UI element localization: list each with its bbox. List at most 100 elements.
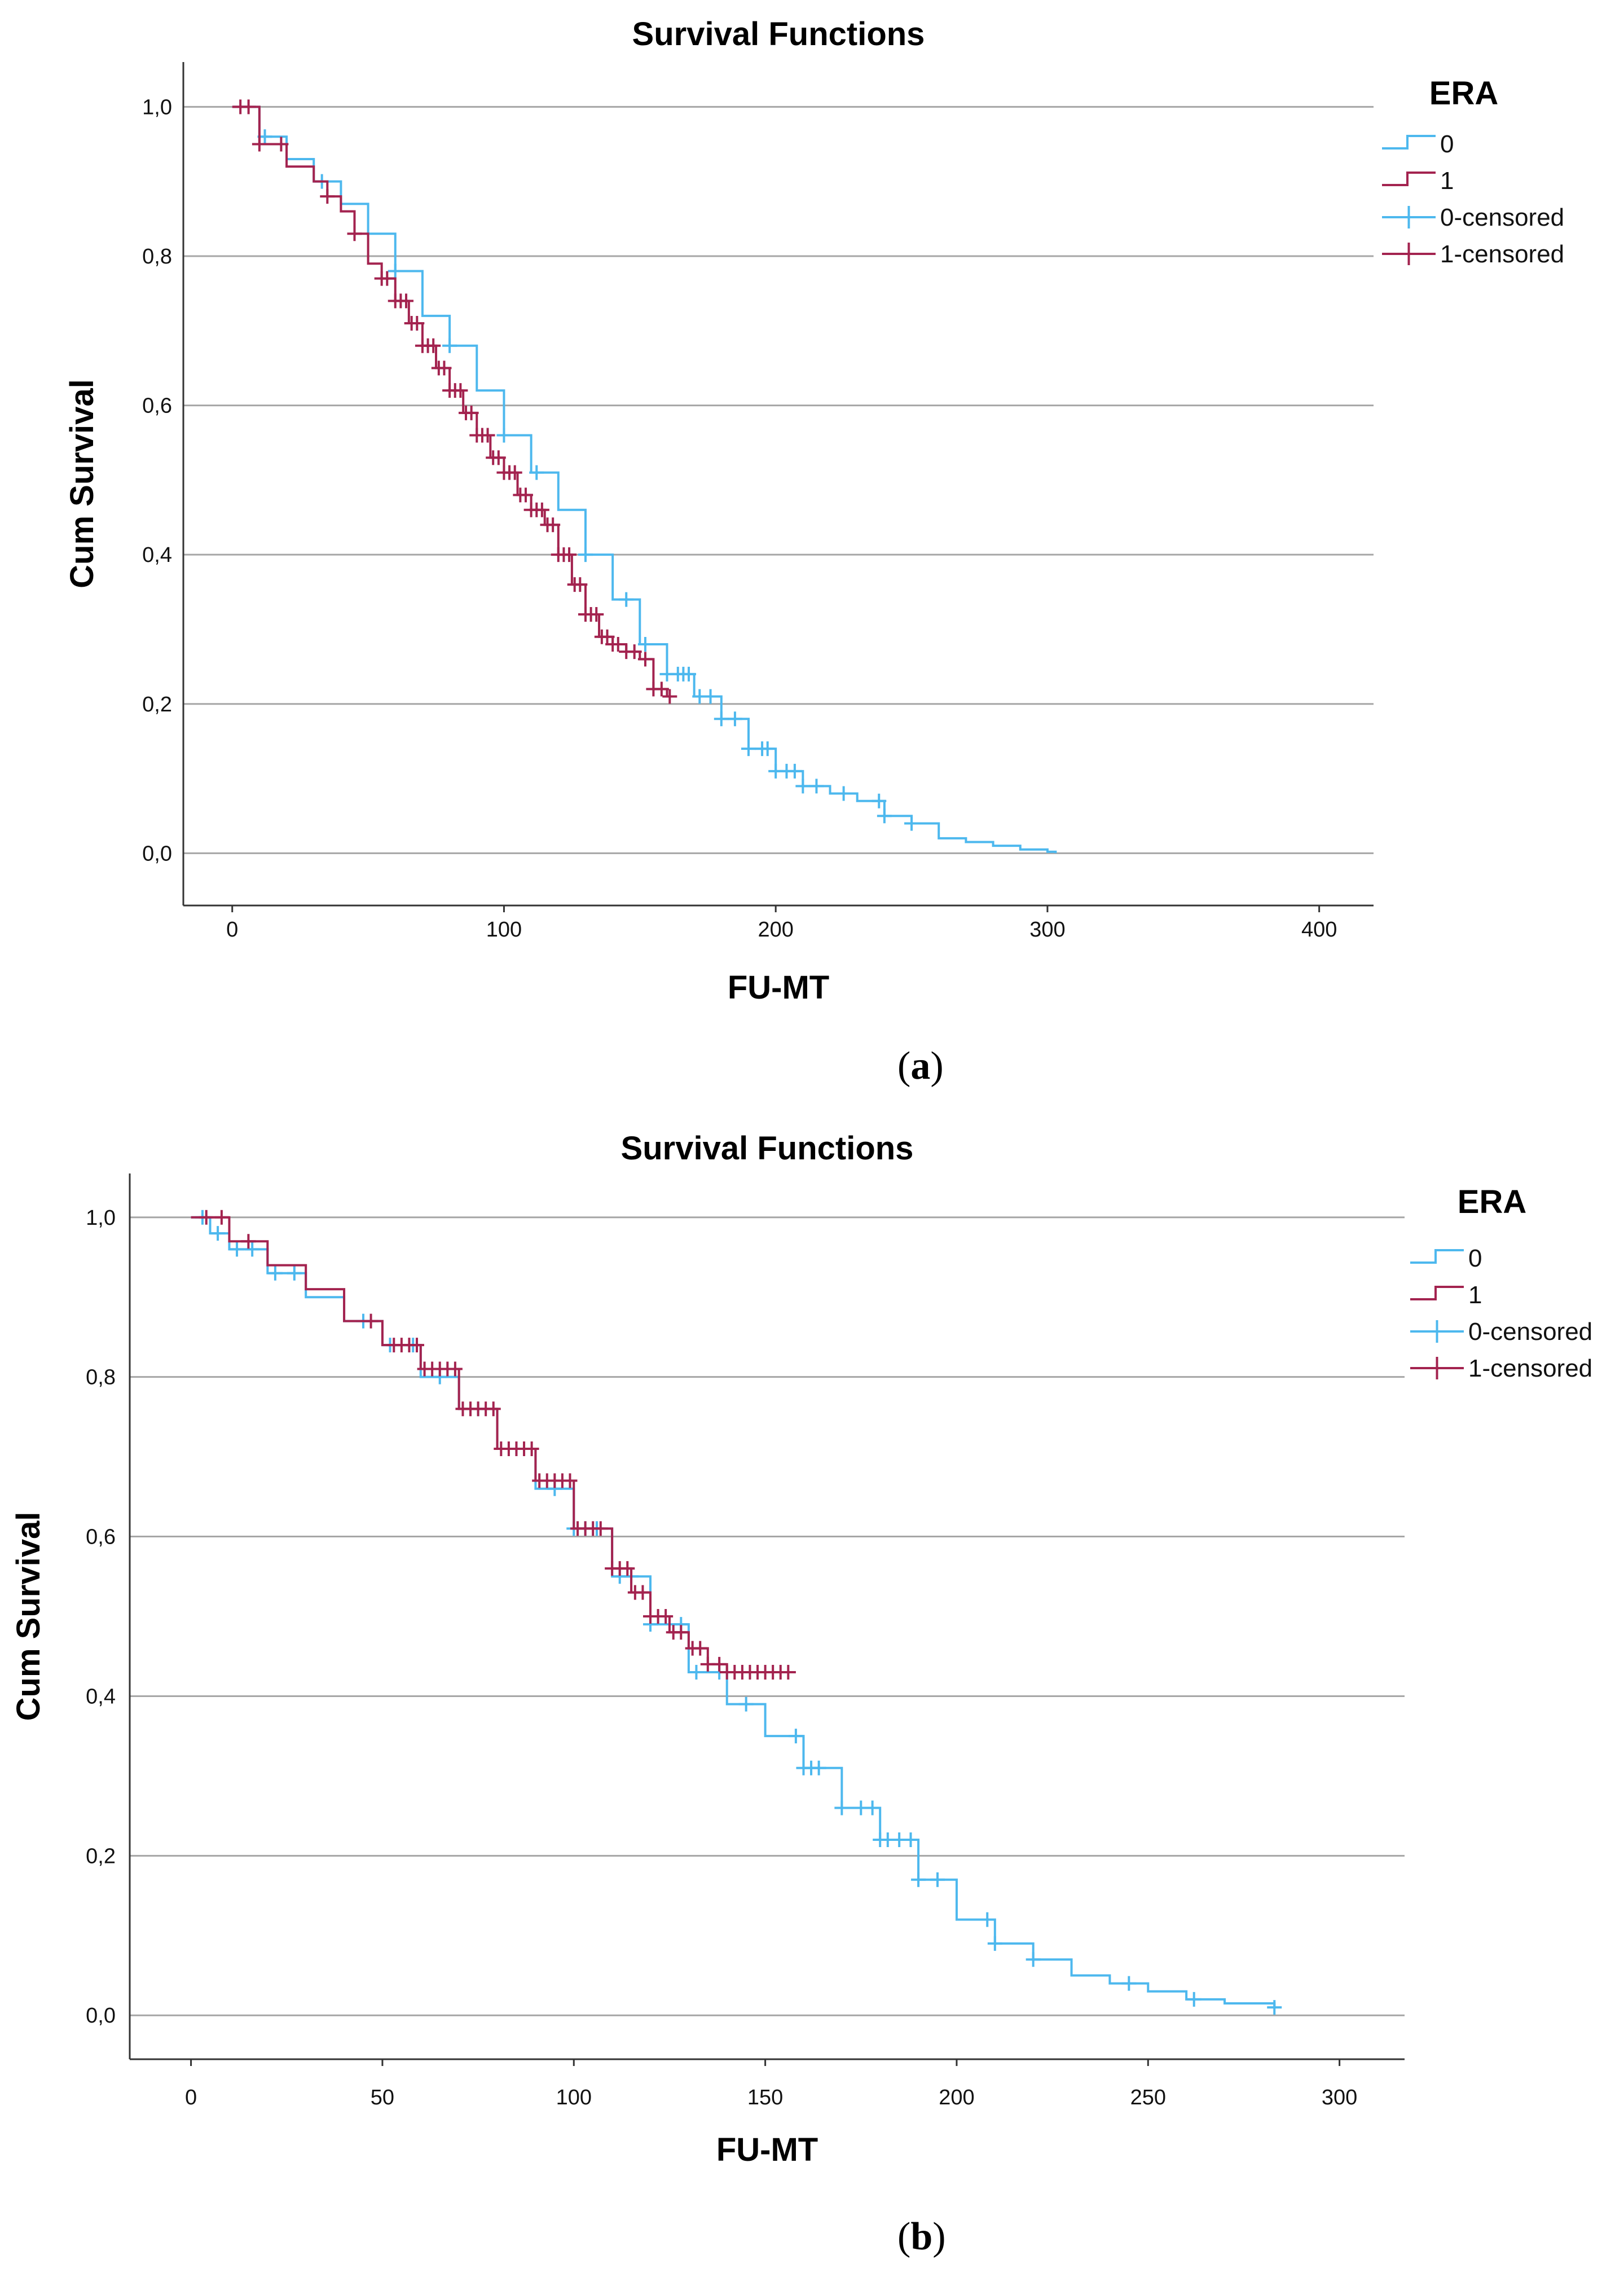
censor-mark-era-1 (320, 189, 335, 204)
survival-chart-a: Survival Functions 0,0 0,2 0,4 0,6 0,8 1,0 0 100… (0, 0, 1624, 1123)
censor-mark-era-1 (363, 1313, 379, 1329)
caption-b: (b) (897, 2215, 946, 2258)
censor-mark-era-1 (480, 428, 495, 443)
survival-curve-era-1 (191, 1216, 796, 1674)
censor-mark-era-1 (464, 405, 479, 420)
censor-mark-era-1 (491, 450, 506, 465)
censor-mark-era-0 (714, 711, 729, 727)
legend-entry: 0 (1440, 130, 1454, 158)
censor-mark-era-0 (877, 808, 892, 824)
censor-mark-era-1 (507, 465, 522, 480)
censor-mark-era-0 (795, 779, 811, 794)
censor-mark-era-0 (1186, 1992, 1202, 2007)
censor-mark-era-1 (410, 316, 425, 331)
censor-mark-era-1 (589, 607, 604, 622)
y-tick-label: 0,4 (142, 543, 172, 567)
censor-mark-era-1 (662, 689, 677, 704)
survival-curve-era-0 (191, 1216, 1276, 2008)
censor-mark-era-1 (399, 293, 414, 309)
censor-mark-era-1 (486, 1401, 501, 1417)
censor-mark-era-1 (654, 682, 669, 697)
y-axis-label: Cum Survival (10, 1512, 47, 1721)
legend-title: ERA (1458, 1184, 1526, 1220)
y-tick-label: 0,0 (142, 842, 172, 865)
legend-entry: 0 (1468, 1245, 1482, 1272)
censor-mark-era-0 (738, 1696, 754, 1712)
x-tick-label: 200 (939, 2086, 974, 2109)
censor-mark-era-0 (865, 1800, 880, 1816)
censor-mark-era-1 (620, 1561, 635, 1576)
censor-mark-era-1 (562, 1473, 578, 1488)
censor-mark-era-0 (703, 689, 718, 704)
censor-mark-era-0 (904, 816, 919, 831)
chart-title: Survival Functions (621, 1130, 914, 1167)
censor-mark-era-0 (727, 711, 742, 727)
x-tick-label: 0 (185, 2086, 197, 2109)
censor-mark-era-0 (1121, 1976, 1137, 1991)
censor-mark-era-1 (712, 1656, 727, 1672)
censor-mark-era-0 (245, 1242, 260, 1257)
y-tick-label: 1,0 (142, 95, 172, 119)
censor-mark-era-1 (545, 517, 561, 533)
censor-mark-era-1 (447, 1361, 463, 1377)
x-tick-label: 200 (758, 918, 793, 942)
censor-mark-era-0 (834, 1800, 850, 1816)
x-tick-label: 300 (1322, 2086, 1357, 2109)
censor-mark-era-0 (619, 592, 634, 607)
censor-mark-era-1 (426, 338, 441, 353)
legend-swatch-censor (1410, 1357, 1464, 1379)
x-axis-label: FU-MT (716, 2131, 818, 2168)
x-tick-label: 100 (556, 2086, 592, 2109)
x-tick-label: 100 (486, 918, 522, 942)
censor-mark-era-0 (811, 1760, 826, 1775)
censor-mark-era-1 (524, 1441, 539, 1456)
censor-mark-era-1 (637, 652, 653, 667)
censor-mark-era-0 (267, 1265, 283, 1281)
legend-swatch-step (1410, 1286, 1464, 1300)
censor-mark-era-0 (681, 666, 697, 682)
censor-mark-era-0 (388, 263, 403, 279)
censor-mark-era-0 (760, 741, 775, 757)
legend-title: ERA (1429, 75, 1498, 112)
y-tick-label: 0,6 (142, 394, 172, 418)
censor-mark-era-0 (442, 338, 457, 353)
survival-chart-b: Survival Functions 0,0 0,2 0,4 0,6 0,8 1,0 0 50 1… (0, 1123, 1624, 2277)
censor-mark-era-1 (593, 1521, 608, 1536)
censor-mark-era-0 (980, 1912, 995, 1927)
chart-title: Survival Functions (632, 16, 925, 52)
censor-mark-era-0 (872, 793, 887, 808)
survival-curve-era-0 (232, 106, 1057, 854)
censor-mark-era-1 (453, 383, 468, 398)
legend-entry: 0-censored (1440, 204, 1564, 231)
chart-svg-b: Survival Functions 0,0 0,2 0,4 0,6 0,8 1,0 0 50 1… (10, 1130, 1592, 2168)
legend-entry: 0-censored (1468, 1318, 1592, 1346)
censor-mark-era-0 (1267, 2000, 1282, 2015)
censor-mark-era-1 (635, 1585, 650, 1600)
y-tick-label: 0,2 (142, 693, 172, 716)
legend-swatch-step (1410, 1249, 1464, 1264)
y-tick-label: 0,8 (142, 245, 172, 269)
x-tick-label: 50 (371, 2086, 394, 2109)
censor-mark-era-0 (911, 1872, 926, 1887)
censor-mark-era-0 (529, 465, 544, 480)
legend-swatch-step (1382, 172, 1436, 186)
censor-mark-era-0 (210, 1226, 226, 1241)
censor-mark-era-1 (410, 1338, 425, 1353)
x-axis-label: FU-MT (728, 969, 829, 1006)
censor-mark-era-0 (787, 763, 802, 779)
caption-a: (a) (897, 1044, 944, 1088)
censor-mark-era-1 (241, 99, 256, 115)
censor-mark-era-0 (809, 779, 824, 794)
y-tick-label: 0,8 (86, 1366, 116, 1390)
censor-mark-era-0 (741, 741, 756, 757)
x-tick-label: 0 (226, 918, 238, 942)
y-tick-label: 0,0 (86, 2004, 116, 2028)
censor-mark-era-1 (600, 629, 615, 644)
censor-mark-era-1 (781, 1665, 796, 1680)
censor-mark-era-1 (199, 1210, 214, 1225)
censor-mark-era-1 (214, 1210, 229, 1225)
censor-mark-era-1 (380, 271, 395, 286)
censor-mark-era-0 (836, 786, 851, 801)
censor-mark-era-0 (1026, 1952, 1041, 1967)
legend-entry: 1-censored (1468, 1355, 1592, 1382)
